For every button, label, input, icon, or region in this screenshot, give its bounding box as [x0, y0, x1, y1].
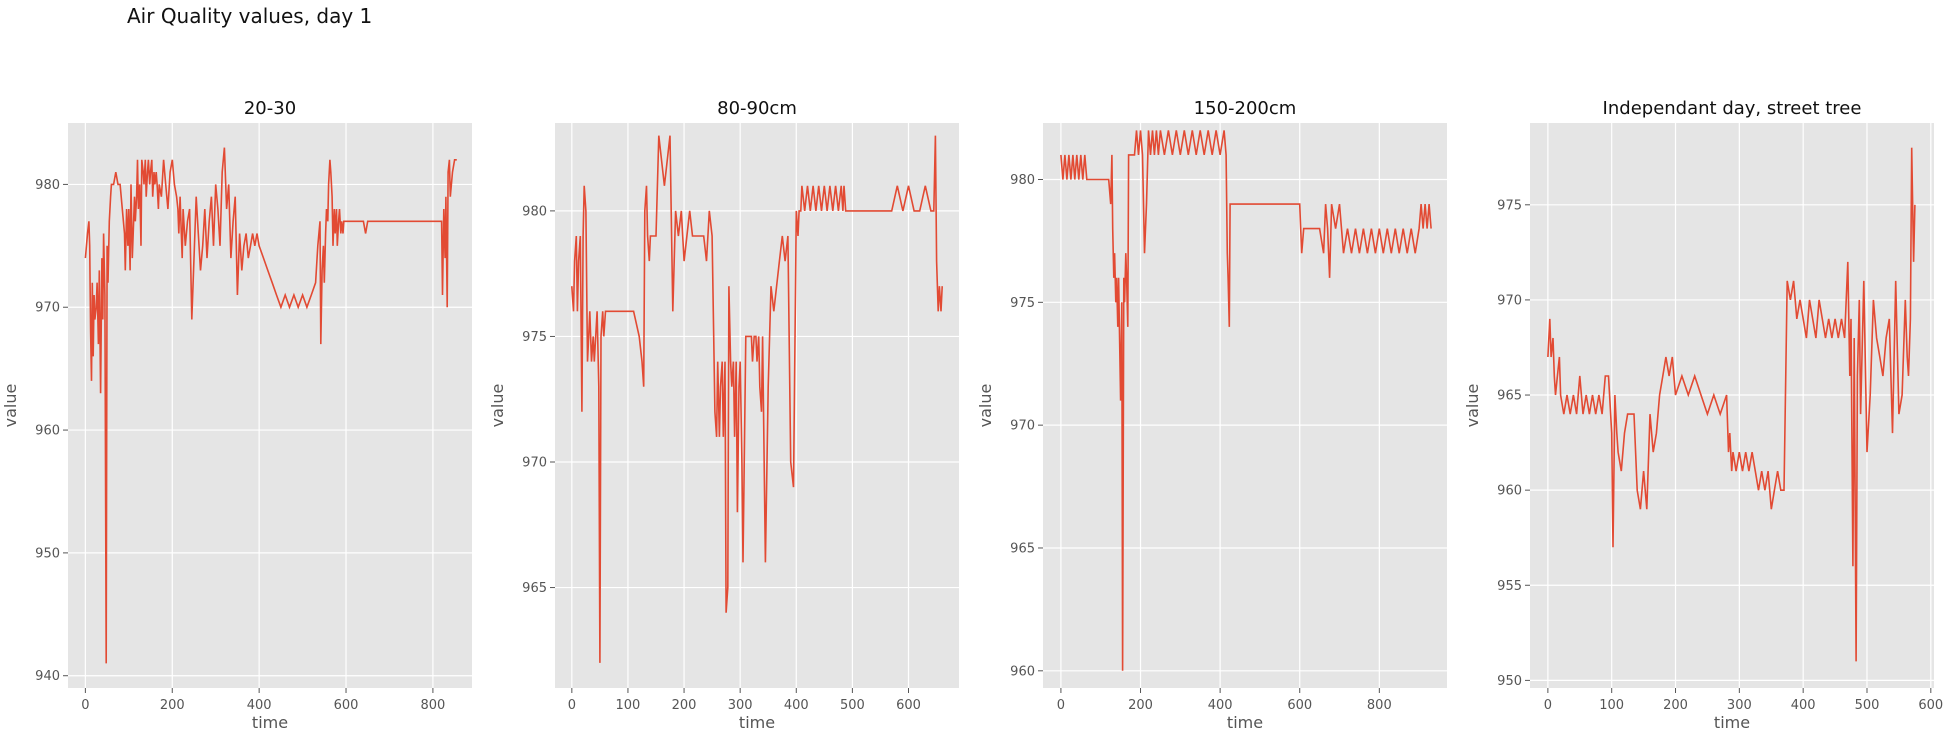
series-line — [571, 135, 943, 663]
x-tick-label: 300 — [728, 698, 753, 713]
y-tick-label: 970 — [35, 301, 60, 316]
y-tick-label: 950 — [35, 546, 60, 561]
y-tick-label: 960 — [1497, 484, 1522, 499]
plot-area — [68, 123, 472, 688]
x-tick-label: 800 — [1367, 698, 1392, 713]
x-tick-label: 200 — [160, 698, 185, 713]
y-tick-label: 980 — [1010, 173, 1035, 188]
subplot-title: 150-200cm — [1194, 98, 1297, 119]
y-tick-label: 970 — [1497, 293, 1522, 308]
subplot-title: Independant day, street tree — [1603, 98, 1862, 119]
y-axis-label: value — [1463, 384, 1482, 428]
x-axis-label: time — [1227, 713, 1263, 732]
y-tick-label: 960 — [35, 424, 60, 439]
y-tick-label: 955 — [1497, 579, 1522, 594]
x-tick-label: 500 — [840, 698, 865, 713]
y-tick-label: 965 — [1010, 541, 1035, 556]
x-tick-label: 0 — [1057, 698, 1065, 713]
plot-area — [1043, 123, 1447, 688]
series-line — [1547, 147, 1916, 662]
x-tick-label: 400 — [1208, 698, 1233, 713]
y-tick-label: 970 — [1010, 419, 1035, 434]
x-tick-label: 100 — [1599, 698, 1624, 713]
x-tick-label: 800 — [420, 698, 445, 713]
x-tick-label: 500 — [1855, 698, 1880, 713]
subplot-3: 0 200 400 600 800 960 965 970 975 980 150-200cm tim… — [976, 98, 1447, 732]
x-tick-label: 400 — [1791, 698, 1816, 713]
y-tick-label: 965 — [1497, 389, 1522, 404]
x-axis-label: time — [739, 713, 775, 732]
y-tick-label: 940 — [35, 669, 60, 684]
x-tick-label: 200 — [1663, 698, 1688, 713]
y-tick-label: 980 — [35, 178, 60, 193]
x-tick-label: 100 — [616, 698, 641, 713]
subplot-2: 0 100 200 300 400 500 600 965 970 975 980 80-90cm ti… — [488, 98, 959, 732]
x-tick-label: 600 — [1918, 698, 1943, 713]
x-tick-label: 0 — [568, 698, 576, 713]
x-tick-label: 600 — [334, 698, 359, 713]
y-tick-label: 980 — [522, 204, 547, 219]
x-tick-label: 200 — [1128, 698, 1153, 713]
subplot-4: 0 100 200 300 400 500 600 950 955 960 965 970 975 Ind… — [1463, 98, 1943, 732]
series-line — [1060, 130, 1432, 671]
figure-title: Air Quality values, day 1 — [127, 4, 373, 28]
y-tick-label: 975 — [522, 330, 547, 345]
subplot-title: 20-30 — [244, 98, 296, 119]
x-axis-label: time — [1714, 713, 1750, 732]
y-axis-label: value — [976, 384, 995, 428]
y-tick-label: 970 — [522, 456, 547, 471]
x-tick-label: 300 — [1727, 698, 1752, 713]
plot-area — [555, 123, 959, 688]
y-tick-label: 965 — [522, 581, 547, 596]
y-axis-label: value — [1, 384, 20, 428]
x-tick-label: 0 — [1544, 698, 1552, 713]
y-axis-label: value — [488, 384, 507, 428]
subplot-1: 0 200 400 600 800 940 950 960 970 980 20-30 time val… — [1, 98, 472, 732]
y-tick-label: 975 — [1010, 296, 1035, 311]
x-axis-label: time — [252, 713, 288, 732]
y-tick-label: 975 — [1497, 198, 1522, 213]
x-tick-label: 400 — [247, 698, 272, 713]
y-tick-label: 950 — [1497, 674, 1522, 689]
x-tick-label: 600 — [896, 698, 921, 713]
x-tick-label: 0 — [81, 698, 89, 713]
y-tick-label: 960 — [1010, 664, 1035, 679]
x-tick-label: 400 — [784, 698, 809, 713]
x-tick-label: 200 — [672, 698, 697, 713]
subplot-title: 80-90cm — [717, 98, 797, 119]
series-line — [84, 147, 457, 664]
x-tick-label: 600 — [1287, 698, 1312, 713]
